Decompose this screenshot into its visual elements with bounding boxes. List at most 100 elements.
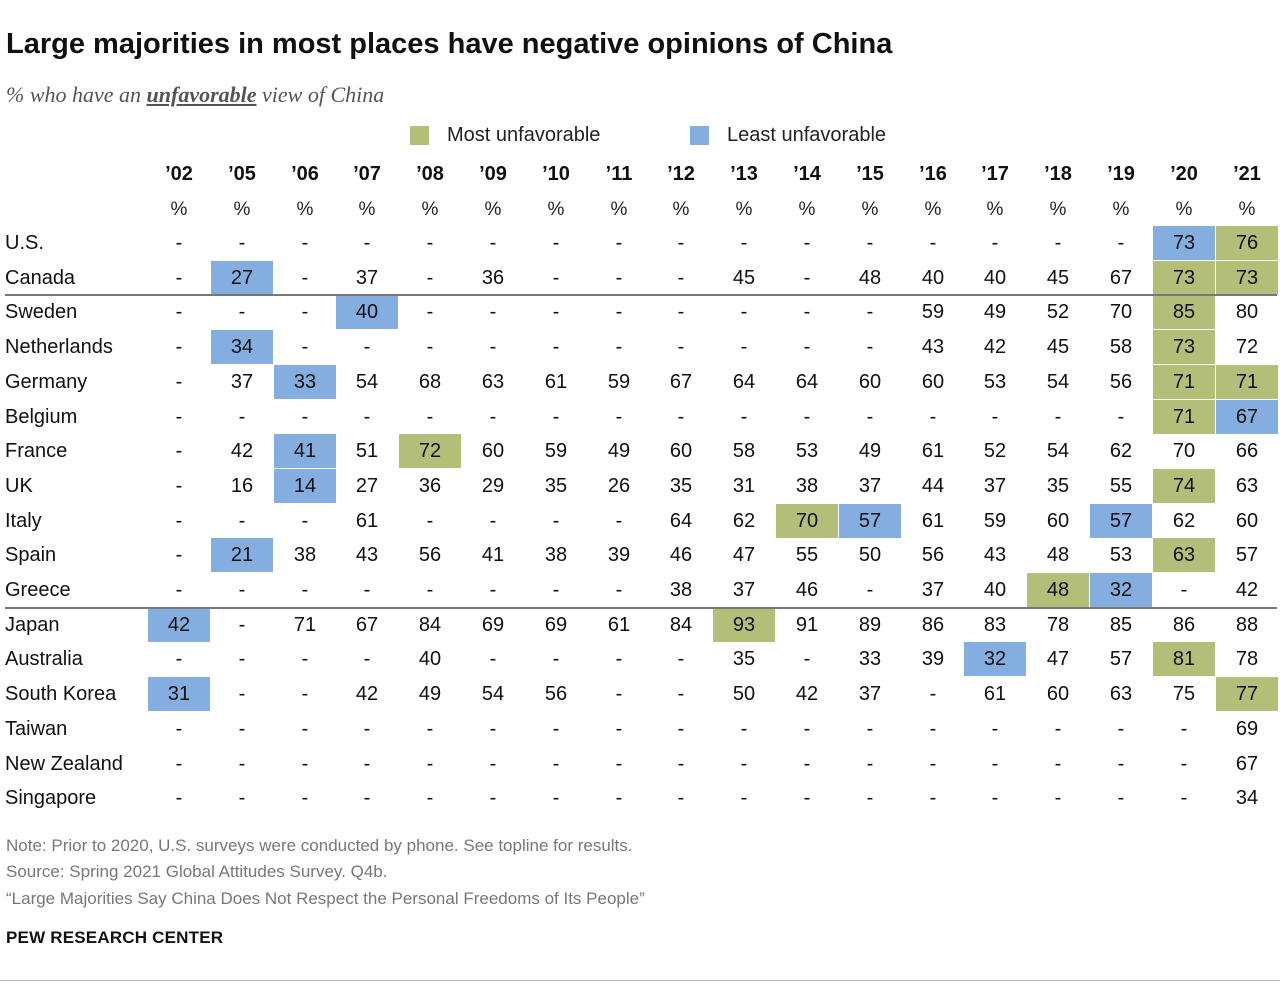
value-cell: 69	[544, 614, 568, 636]
value-cell: -	[489, 232, 497, 254]
value-cell: -	[175, 301, 183, 323]
value-cell: -	[866, 753, 874, 775]
value-cell: -	[238, 301, 246, 323]
value-cell: 52	[983, 440, 1007, 462]
value-cell: -	[615, 232, 623, 254]
value-cell: -	[677, 232, 685, 254]
value-cell: 84	[669, 614, 693, 636]
value-cell: 54	[1046, 371, 1070, 393]
value-cell: -	[489, 753, 497, 775]
value-cell: 56	[1109, 371, 1133, 393]
value-cell: 61	[983, 683, 1007, 705]
percent-header: %	[547, 199, 565, 220]
value-cell: -	[991, 406, 999, 428]
value-cell: 53	[983, 371, 1007, 393]
value-cell: -	[175, 787, 183, 809]
value-cell: 63	[1235, 475, 1259, 497]
value-cell: 49	[418, 683, 442, 705]
value-cell: 37	[355, 267, 379, 289]
value-cell: 86	[1172, 614, 1196, 636]
value-cell: -	[175, 475, 183, 497]
value-cell: -	[677, 267, 685, 289]
value-cell: -	[363, 648, 371, 670]
value-cell: -	[552, 718, 560, 740]
value-cell: 61	[355, 510, 379, 532]
value-cell: 43	[355, 544, 379, 566]
value-cell: 67	[669, 371, 693, 393]
value-cell-least: 42	[148, 608, 210, 642]
value-cell: -	[866, 336, 874, 358]
value-cell: 45	[1046, 336, 1070, 358]
value-cell: 16	[230, 475, 254, 497]
value-cell: -	[1054, 406, 1062, 428]
value-cell: 68	[418, 371, 442, 393]
legend-most-label: Most unfavorable	[447, 123, 601, 146]
value-cell: -	[740, 336, 748, 358]
country-label: Spain	[5, 544, 57, 566]
percent-header: %	[296, 199, 314, 220]
value-cell: 54	[355, 371, 379, 393]
value-cell: -	[803, 787, 811, 809]
value-cell: -	[552, 787, 560, 809]
value-cell: 58	[1109, 336, 1133, 358]
value-cell: -	[238, 406, 246, 428]
value-cell: -	[615, 579, 623, 601]
value-cell: 91	[795, 614, 819, 636]
year-header: ’14	[793, 163, 821, 185]
value-cell-least: 27	[211, 261, 273, 295]
value-cell: -	[677, 787, 685, 809]
year-header: ’16	[919, 163, 947, 185]
value-cell: -	[301, 718, 309, 740]
value-cell: 58	[732, 440, 756, 462]
value-cell: 56	[544, 683, 568, 705]
year-header: ’17	[981, 163, 1009, 185]
value-cell: 56	[921, 544, 945, 566]
value-cell: -	[1054, 787, 1062, 809]
value-cell: -	[489, 648, 497, 670]
value-cell: 72	[1235, 336, 1259, 358]
value-cell: -	[426, 336, 434, 358]
value-cell: -	[301, 510, 309, 532]
value-cell: -	[866, 406, 874, 428]
value-cell: 42	[983, 336, 1007, 358]
country-label: Japan	[5, 614, 60, 636]
value-cell-least: 67	[1216, 400, 1278, 434]
value-cell: 56	[418, 544, 442, 566]
value-cell: -	[426, 232, 434, 254]
country-label: Italy	[5, 510, 42, 532]
value-cell: -	[175, 718, 183, 740]
value-cell: -	[677, 406, 685, 428]
value-cell: -	[301, 683, 309, 705]
source-text: Source: Spring 2021 Global Attitudes Sur…	[6, 862, 388, 881]
country-label: France	[5, 440, 68, 462]
value-cell: -	[866, 718, 874, 740]
value-cell: 47	[1046, 648, 1070, 670]
value-cell: 64	[669, 510, 693, 532]
value-cell: -	[426, 787, 434, 809]
year-header: ’15	[856, 163, 884, 185]
value-cell: 69	[1235, 718, 1259, 740]
percent-header: %	[484, 199, 502, 220]
country-label: Canada	[5, 267, 76, 289]
value-cell: 63	[1109, 683, 1133, 705]
legend-least: Least unfavorable	[690, 122, 886, 148]
value-cell: 70	[1109, 301, 1133, 323]
value-cell: 88	[1235, 614, 1259, 636]
value-cell: -	[677, 753, 685, 775]
value-cell: 42	[795, 683, 819, 705]
value-cell: -	[301, 648, 309, 670]
value-cell: -	[991, 718, 999, 740]
value-cell: -	[740, 232, 748, 254]
value-cell-least: 21	[211, 538, 273, 572]
value-cell: -	[866, 579, 874, 601]
brand-label: PEW RESEARCH CENTER	[6, 928, 224, 947]
value-cell: 60	[1046, 683, 1070, 705]
value-cell: 60	[858, 371, 882, 393]
value-cell: -	[615, 787, 623, 809]
value-cell: 69	[481, 614, 505, 636]
value-cell: 36	[481, 267, 505, 289]
percent-header: %	[610, 199, 628, 220]
value-cell: 62	[732, 510, 756, 532]
value-cell: 45	[732, 267, 756, 289]
value-cell: -	[238, 510, 246, 532]
